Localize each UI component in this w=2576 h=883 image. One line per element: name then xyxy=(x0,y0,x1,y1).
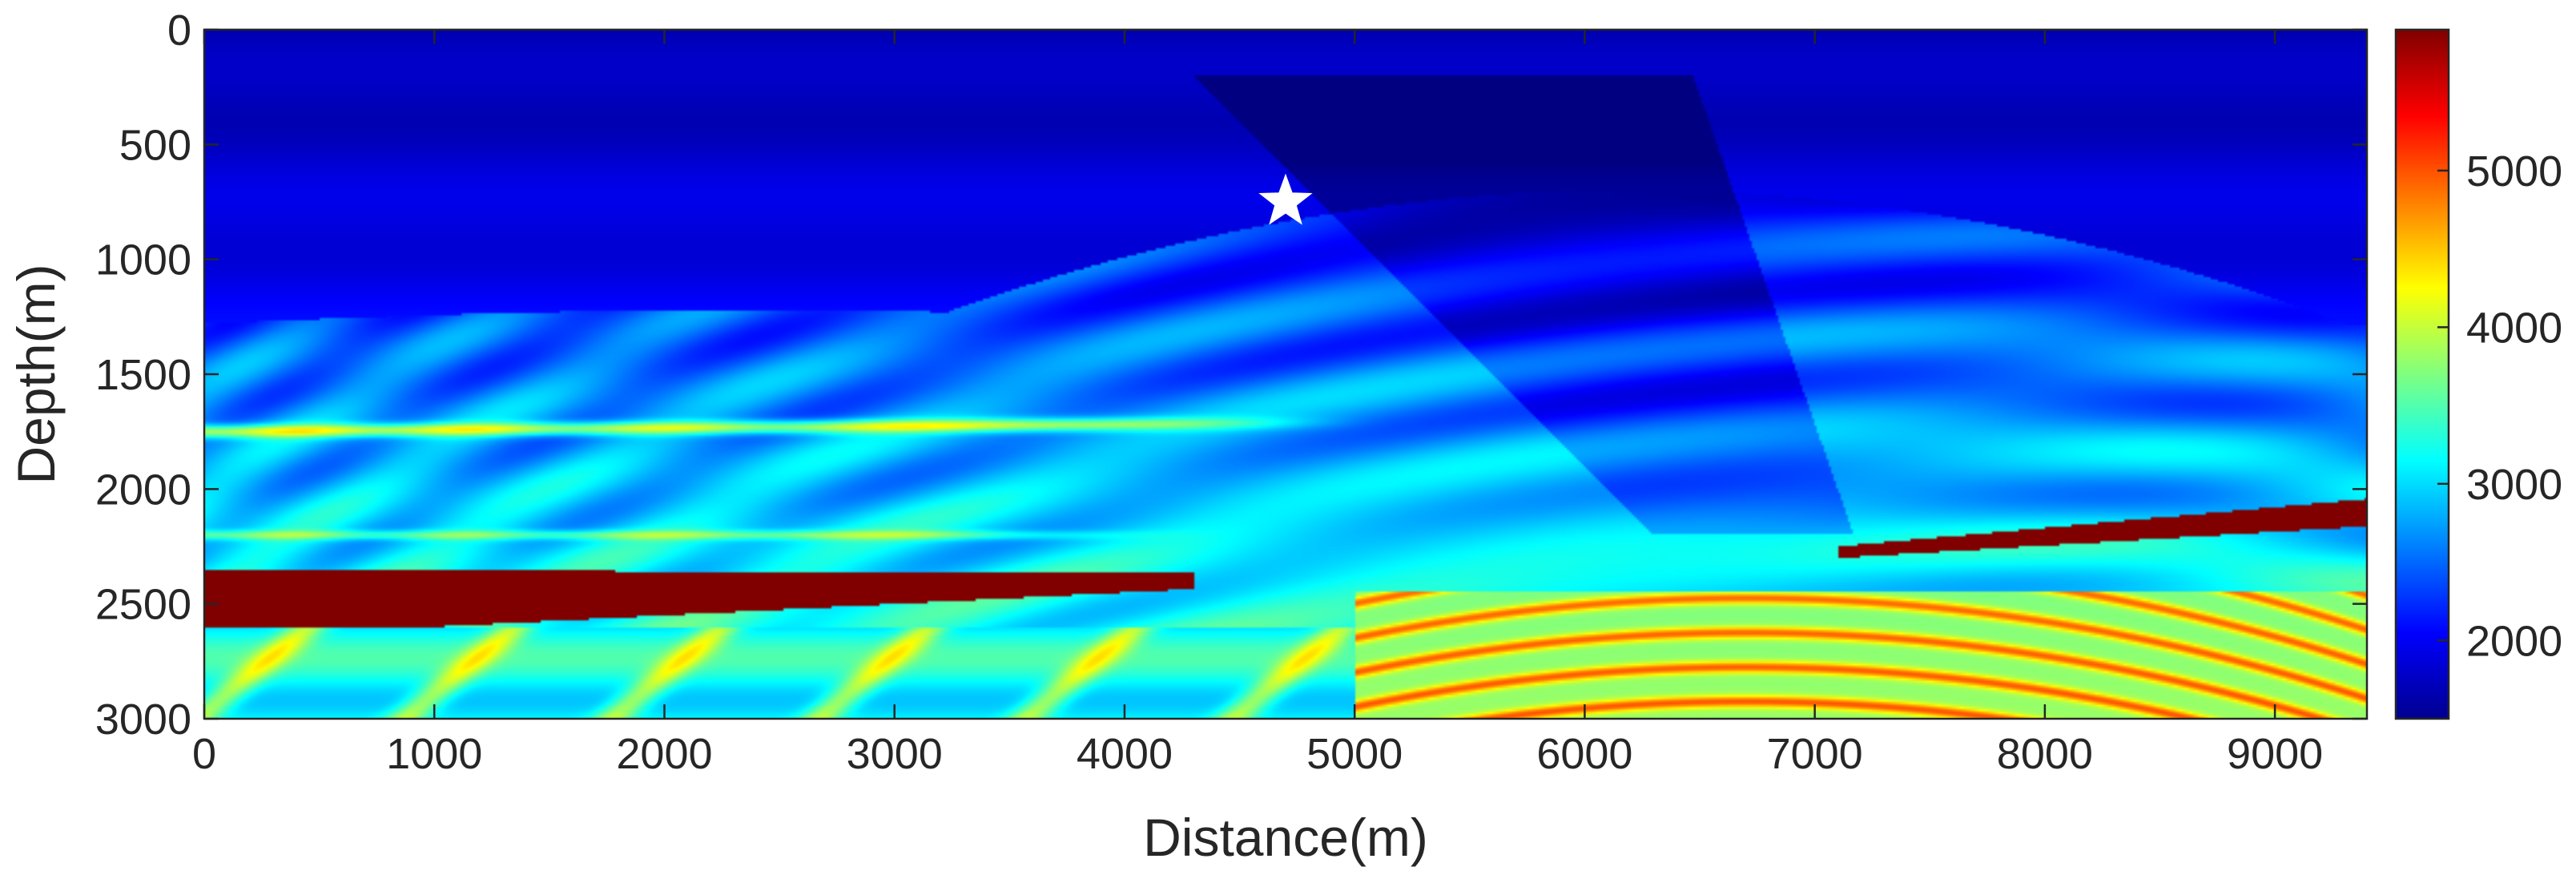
y-axis-title: Depth(m) xyxy=(6,264,66,484)
y-tick-label: 1500 xyxy=(95,351,191,399)
colorbar-tick-label: 5000 xyxy=(2466,147,2562,196)
colorbar-tick-label: 4000 xyxy=(2466,304,2562,352)
colorbar-ticks: 2000 3000 4000 5000 xyxy=(2437,147,2562,665)
x-tick-label: 4000 xyxy=(1077,730,1173,778)
x-tick-label: 2000 xyxy=(616,730,712,778)
x-tick-label: 5000 xyxy=(1306,730,1403,778)
y-axis-ticks: 0 500 1000 1500 2000 2500 3000 xyxy=(95,6,2367,744)
x-tick-label: 7000 xyxy=(1767,730,1863,778)
x-tick-label: 8000 xyxy=(1997,730,2093,778)
x-axis-title: Distance(m) xyxy=(1143,808,1428,867)
colorbar-tick-label: 3000 xyxy=(2466,461,2562,509)
velocity-field xyxy=(204,30,2367,719)
colorbar xyxy=(2394,28,2450,720)
y-tick-label: 3000 xyxy=(95,696,191,744)
y-tick-label: 1000 xyxy=(95,236,191,284)
heatmap-image xyxy=(204,30,2367,719)
y-tick-label: 2000 xyxy=(95,466,191,514)
source-star-marker xyxy=(1258,173,1313,225)
x-tick-label: 9000 xyxy=(2227,730,2323,778)
colorbar-tick-label: 2000 xyxy=(2466,617,2562,665)
x-tick-label: 3000 xyxy=(847,730,943,778)
y-tick-label: 0 xyxy=(167,6,191,54)
x-axis-ticks: 0 1000 2000 3000 4000 5000 6000 7000 8000 9000 xyxy=(192,30,2323,778)
x-tick-label: 0 xyxy=(192,730,216,778)
x-tick-label: 6000 xyxy=(1536,730,1632,778)
y-tick-label: 500 xyxy=(119,121,191,169)
x-tick-label: 1000 xyxy=(386,730,482,778)
y-tick-label: 2500 xyxy=(95,581,191,629)
